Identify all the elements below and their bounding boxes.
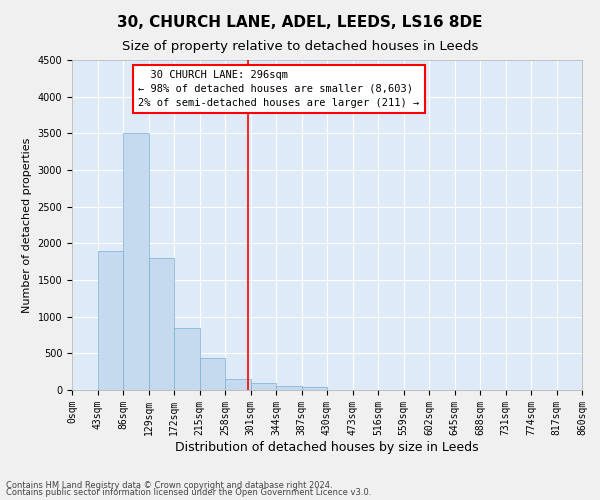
Text: Size of property relative to detached houses in Leeds: Size of property relative to detached ho…: [122, 40, 478, 53]
Bar: [251, 384, 276, 390]
Bar: [225, 379, 251, 390]
Text: 30 CHURCH LANE: 296sqm  
← 98% of detached houses are smaller (8,603)
2% of semi: 30 CHURCH LANE: 296sqm ← 98% of detached…: [139, 70, 419, 108]
Bar: [174, 328, 199, 390]
Text: Contains public sector information licensed under the Open Government Licence v3: Contains public sector information licen…: [6, 488, 371, 497]
Y-axis label: Number of detached properties: Number of detached properties: [22, 138, 32, 312]
Text: Contains HM Land Registry data © Crown copyright and database right 2024.: Contains HM Land Registry data © Crown c…: [6, 480, 332, 490]
Bar: [123, 134, 149, 390]
Bar: [97, 250, 123, 390]
Bar: [199, 358, 225, 390]
Text: 30, CHURCH LANE, ADEL, LEEDS, LS16 8DE: 30, CHURCH LANE, ADEL, LEEDS, LS16 8DE: [117, 15, 483, 30]
Bar: [276, 386, 302, 390]
Bar: [302, 388, 327, 390]
X-axis label: Distribution of detached houses by size in Leeds: Distribution of detached houses by size …: [175, 440, 479, 454]
Bar: [149, 258, 174, 390]
